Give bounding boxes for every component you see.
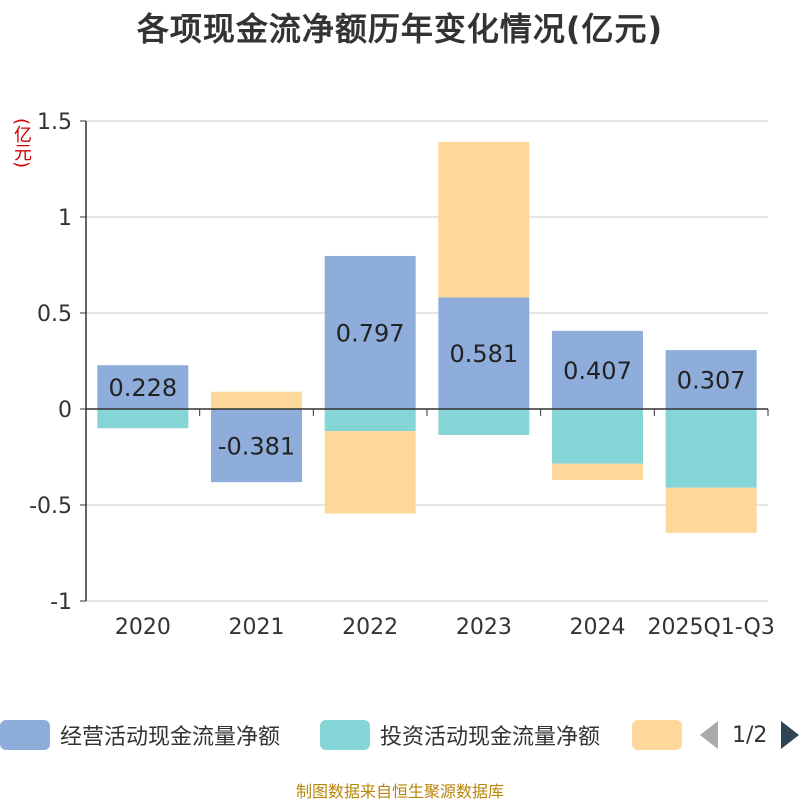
bar-investing — [438, 409, 530, 435]
bar-financing — [552, 463, 643, 481]
x-tick-label: 2024 — [570, 615, 626, 640]
y-tick-label: -0.5 — [29, 494, 72, 519]
x-tick-label: 2023 — [456, 615, 512, 640]
y-tick-label: -1 — [50, 590, 72, 615]
bar-operating — [665, 350, 757, 409]
legend: 经营活动现金流量净额 投资活动现金流量净额 — [0, 716, 800, 756]
x-tick-label: 2021 — [229, 615, 285, 640]
chart-title: 各项现金流净额历年变化情况(亿元) — [136, 10, 664, 48]
bar-investing — [324, 409, 416, 432]
bar-financing — [211, 391, 302, 409]
legend-label-investing: 投资活动现金流量净额 — [380, 725, 601, 750]
y-tick-label: 0 — [58, 398, 72, 423]
legend-item-financing[interactable] — [632, 716, 692, 754]
legend-item-investing[interactable]: 投资活动现金流量净额 — [320, 716, 600, 754]
legend-label-operating: 经营活动现金流量净额 — [60, 725, 281, 750]
x-tick-label: 2025Q1-Q3 — [647, 615, 774, 640]
data-label: 0.228 — [108, 374, 177, 402]
bar-financing — [665, 487, 757, 533]
legend-swatch-operating — [0, 720, 50, 750]
bar-operating — [438, 297, 530, 409]
y-tick-label: 0.5 — [37, 302, 72, 327]
data-source-footer: 制图数据来自恒生聚源数据库 — [295, 782, 504, 801]
data-label: -0.381 — [218, 433, 295, 461]
x-tick-label: 2022 — [342, 615, 398, 640]
bar-operating — [324, 255, 416, 409]
y-tick-label: 1 — [58, 206, 72, 231]
legend-swatch-investing — [320, 720, 370, 750]
y-tick-label: 1.5 — [37, 110, 72, 135]
x-tick-label: 2020 — [115, 615, 171, 640]
data-label: 0.407 — [563, 357, 632, 385]
legend-pager: 1/2 — [700, 720, 800, 750]
bar-investing — [665, 409, 757, 488]
bar-operating — [97, 365, 189, 409]
bar-operating — [552, 330, 643, 409]
legend-swatch-financing — [632, 720, 682, 750]
bar-investing — [552, 409, 643, 464]
legend-item-operating[interactable]: 经营活动现金流量净额 — [0, 716, 280, 754]
y-axis-unit-label: (亿元) — [11, 118, 32, 169]
data-label: 0.307 — [677, 367, 746, 395]
bar-financing — [438, 141, 530, 298]
legend-next-page-icon[interactable] — [781, 721, 800, 749]
data-label: 0.581 — [449, 340, 518, 368]
legend-page-number: 1/2 — [732, 722, 768, 748]
legend-prev-page-icon[interactable] — [700, 721, 718, 749]
stacked-bar-chart: -1 -0.5 0 0.5 1 1.5 0.228 -0.381 0.797 0.581 0.407… — [29, 110, 775, 640]
bar-financing — [324, 431, 416, 514]
bar-operating — [211, 409, 302, 483]
data-label: 0.797 — [336, 319, 405, 347]
bar-investing — [97, 409, 189, 429]
